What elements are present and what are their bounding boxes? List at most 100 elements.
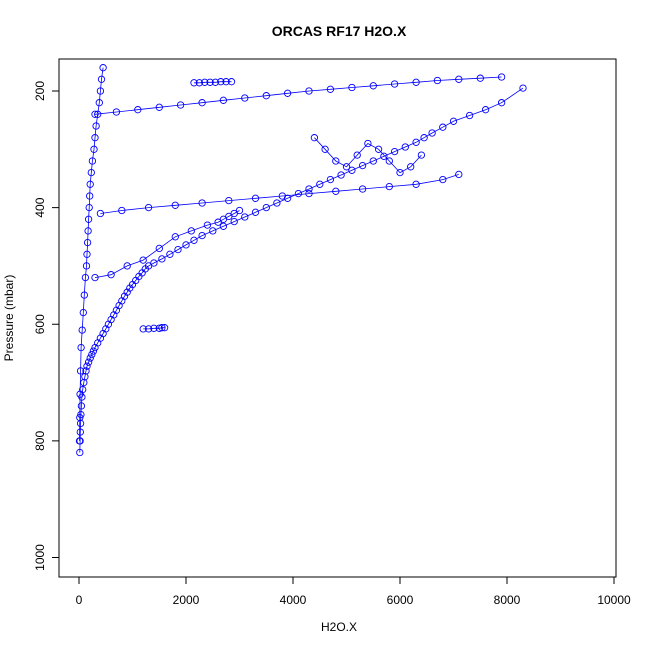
- series-line-7: [194, 81, 232, 84]
- data-point: [417, 151, 426, 159]
- data-point: [88, 350, 96, 359]
- x-axis-label: H2O.X: [321, 620, 357, 634]
- data-point: [465, 111, 474, 120]
- y-tick-label: 800: [33, 431, 47, 451]
- data-point: [198, 99, 206, 107]
- series-line-3: [94, 210, 240, 278]
- data-point: [455, 75, 463, 83]
- data-point: [348, 166, 356, 174]
- data-point: [326, 85, 335, 93]
- data-point: [82, 262, 91, 270]
- data-point: [412, 78, 420, 86]
- y-axis: 200 400 600 800 1000: [33, 81, 60, 571]
- data-point: [294, 189, 303, 198]
- series-line-8: [314, 137, 422, 174]
- data-point: [412, 138, 420, 146]
- data-point: [369, 157, 377, 165]
- data-point: [150, 324, 158, 332]
- data-point: [107, 271, 115, 279]
- data-point: [262, 203, 270, 212]
- data-point: [497, 73, 506, 81]
- data-point: [332, 157, 340, 165]
- data-point: [364, 139, 372, 148]
- data-point: [385, 182, 393, 191]
- data-point: [201, 78, 209, 86]
- data-point: [77, 410, 85, 419]
- x-tick-label: 0: [76, 593, 83, 607]
- data-point: [80, 291, 88, 299]
- data-point: [75, 437, 84, 445]
- data-point: [369, 82, 377, 90]
- data-point: [358, 161, 367, 170]
- data-point: [251, 194, 260, 202]
- data-point: [209, 227, 217, 235]
- data-point: [348, 83, 356, 92]
- chart-title: ORCAS RF17 H2O.X: [272, 23, 407, 39]
- x-tick-label: 8000: [494, 593, 521, 607]
- data-point: [76, 367, 85, 375]
- data-point: [76, 448, 84, 457]
- y-tick-label: 400: [33, 197, 47, 217]
- data-point: [353, 151, 361, 159]
- data-point: [407, 163, 415, 171]
- data-point: [195, 79, 204, 87]
- data-point: [316, 180, 324, 188]
- x-axis: 0 2000 4000 6000 8000 10000: [76, 576, 631, 607]
- data-point: [112, 108, 121, 116]
- data-point: [433, 76, 442, 85]
- data-point: [155, 103, 163, 111]
- plot-frame: [58, 58, 617, 578]
- data-point: [155, 244, 163, 253]
- data-point: [95, 99, 103, 107]
- data-point: [118, 206, 126, 215]
- data-point: [76, 419, 85, 428]
- data-point: [305, 87, 313, 95]
- data-point: [85, 203, 93, 212]
- data-point: [481, 106, 490, 114]
- data-point: [278, 192, 286, 200]
- data-point: [211, 78, 220, 86]
- data-point: [401, 143, 409, 151]
- data-point: [77, 402, 86, 410]
- data-point: [91, 110, 99, 118]
- data-point: [273, 199, 281, 207]
- series-line-1: [79, 87, 524, 453]
- data-point: [230, 209, 238, 218]
- data-point: [174, 245, 182, 254]
- data-point: [91, 134, 99, 142]
- data-point: [198, 199, 206, 207]
- data-point: [420, 134, 428, 142]
- data-point: [158, 324, 166, 332]
- x-tick-label: 10000: [597, 593, 631, 607]
- data-point: [176, 101, 185, 109]
- data-point: [310, 134, 319, 142]
- data-point: [83, 238, 92, 247]
- data-point: [203, 221, 212, 229]
- data-point: [262, 92, 270, 100]
- y-axis-label: Pressure (mbar): [2, 275, 16, 362]
- data-point: [158, 255, 166, 263]
- data-point: [385, 157, 393, 165]
- data-point: [476, 74, 484, 82]
- data-point: [144, 325, 153, 333]
- data-point: [326, 175, 335, 184]
- series-layer: [75, 64, 527, 457]
- data-point: [92, 122, 100, 130]
- data-point: [94, 110, 102, 118]
- series-line-2: [79, 67, 104, 441]
- data-point: [358, 185, 367, 193]
- data-point: [171, 233, 179, 241]
- data-point: [227, 78, 236, 86]
- data-point: [241, 213, 249, 221]
- data-point: [190, 236, 198, 244]
- data-point: [77, 343, 85, 352]
- data-point: [187, 227, 195, 235]
- data-point: [144, 203, 153, 212]
- data-point: [166, 250, 174, 258]
- data-point: [217, 78, 225, 86]
- data-point: [134, 106, 142, 114]
- data-point: [283, 89, 292, 97]
- data-point: [198, 231, 206, 240]
- data-point: [78, 326, 86, 334]
- data-point: [305, 189, 313, 198]
